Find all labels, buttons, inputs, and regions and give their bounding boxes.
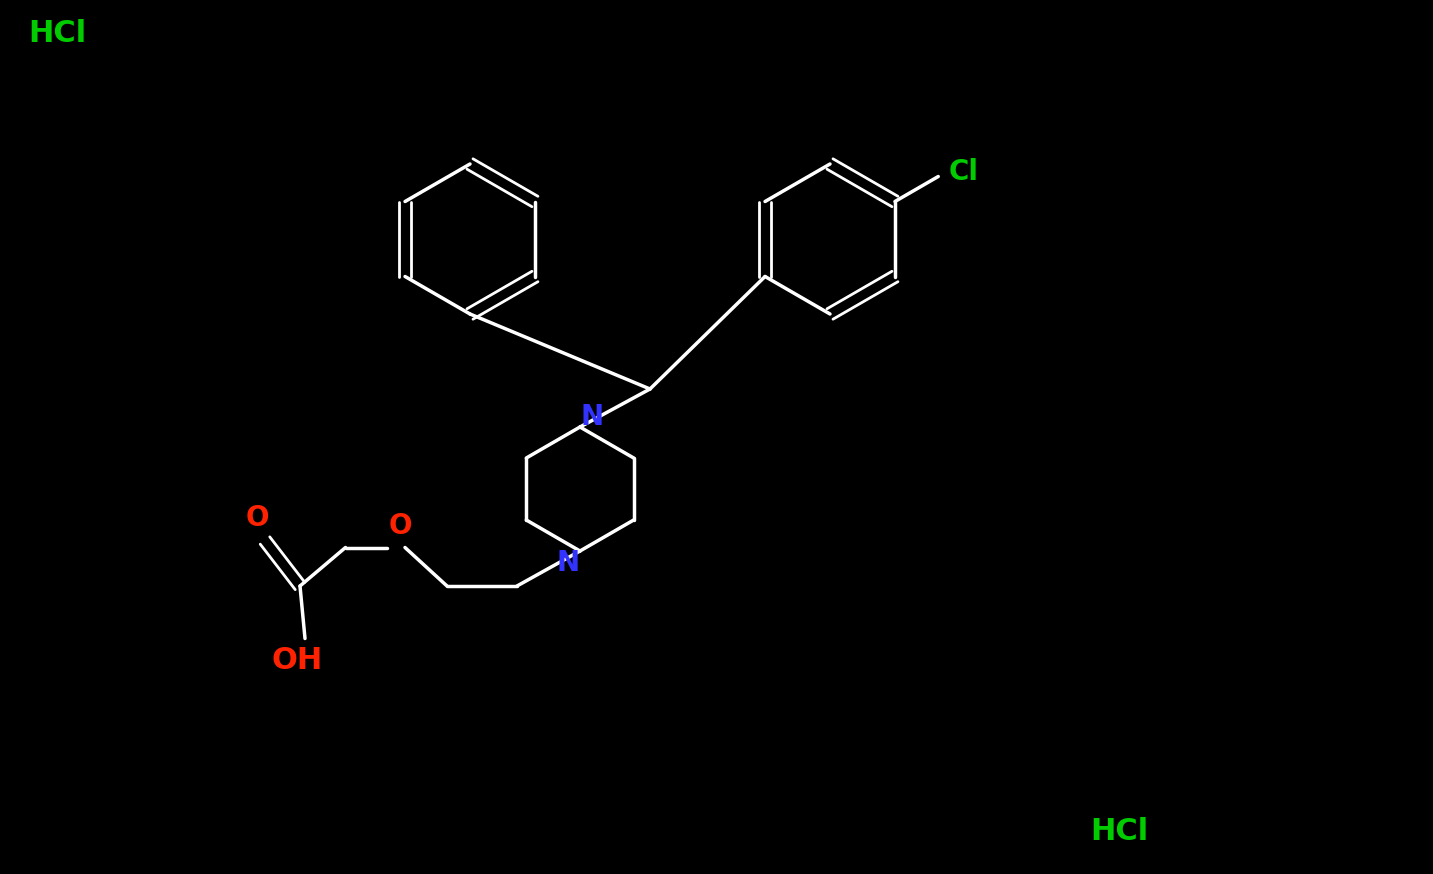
Text: N: N xyxy=(556,549,579,577)
Text: Cl: Cl xyxy=(949,157,979,185)
Text: N: N xyxy=(580,403,603,431)
Text: HCl: HCl xyxy=(29,19,86,48)
Text: O: O xyxy=(388,511,411,539)
Text: OH: OH xyxy=(271,646,322,675)
Text: O: O xyxy=(245,504,269,532)
Text: HCl: HCl xyxy=(1091,817,1148,847)
